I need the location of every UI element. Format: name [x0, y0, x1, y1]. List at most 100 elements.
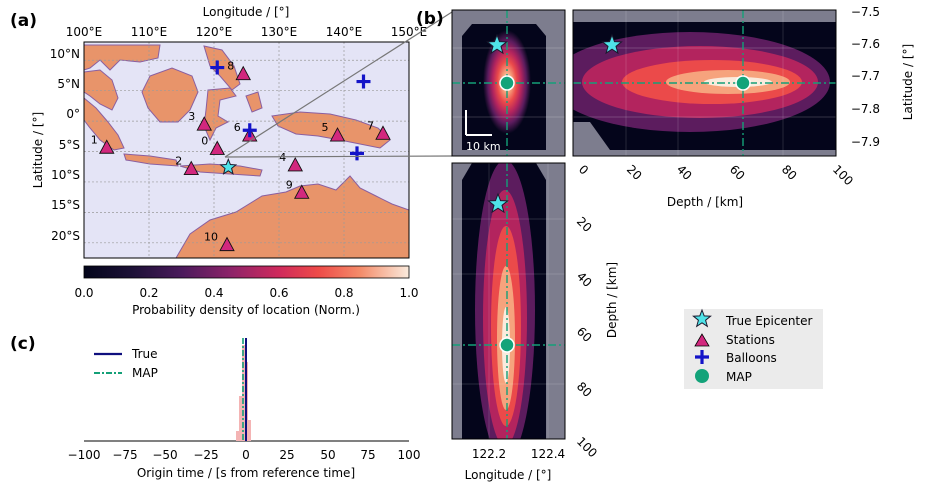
balloon-marker: [350, 146, 364, 161]
legend-map-label: MAP: [132, 366, 158, 380]
land-asia-mainland: [84, 44, 161, 71]
depth-tick: 80: [574, 379, 595, 400]
lat-tick: 10°N: [50, 47, 80, 61]
depth-tick: 20: [574, 214, 595, 235]
b-latdepth-true-marker: [601, 33, 623, 55]
lat-tick: 5°N: [57, 77, 80, 91]
station-marker: [287, 156, 304, 172]
lon-tick: 150°E: [391, 25, 428, 39]
true-epicenter-marker: [219, 157, 238, 175]
scale-bar-label: 10 km: [466, 140, 501, 153]
lat-tick: −7.5: [851, 5, 880, 19]
colorbar-tick: 0.6: [269, 286, 288, 300]
origin-tick: −25: [193, 448, 218, 462]
b-depth-ylabel: Depth / [km]: [605, 262, 619, 338]
station-label: 4: [279, 151, 286, 164]
station-label: 7: [367, 119, 374, 132]
b-depthlon-subplot: 20 40 60 80 100 Depth / [km] 122.2 122.4…: [451, 162, 619, 482]
panel-a-ylabel: Latitude / [°]: [31, 112, 45, 188]
legend-true-label: True: [131, 347, 158, 361]
station-marker: [196, 116, 213, 131]
b-latlon-map-marker: [499, 75, 515, 91]
b-lon-label: Longitude / [°]: [465, 468, 552, 482]
legend-star: [692, 308, 712, 328]
depth-tick: 60: [574, 324, 595, 345]
true-epicenter-star: [487, 192, 509, 214]
lon-tick: 130°E: [261, 25, 298, 39]
hist-bar: [248, 420, 251, 441]
lat-tick: −7.8: [851, 102, 880, 116]
lon-tick: 120°E: [196, 25, 233, 39]
depth-tick: 0: [576, 162, 591, 177]
station-marker: [235, 65, 252, 81]
lat-tick: −7.9: [851, 135, 880, 149]
station-label: 0: [201, 134, 208, 147]
origin-ticks: −100 −75 −50 −25 0 25 50 75 100: [68, 448, 421, 462]
station-label: 3: [188, 110, 195, 123]
b-lon-ticks: 122.2 122.4: [472, 447, 565, 461]
colorbar-gradient: [83, 265, 410, 279]
lat-tick: 15°S: [51, 198, 80, 212]
station-label: 9: [286, 178, 293, 191]
station-markers: 0 1 2 3 4 5 6 7 8 9 10: [91, 60, 391, 252]
b-latdepth-subplot: −7.5 −7.6 −7.7 −7.8 −7.9 Latitude / [°] …: [572, 5, 915, 209]
land-malay-peninsula: [84, 69, 119, 111]
b-latlon-true-marker: [486, 33, 508, 55]
hist-bar: [242, 345, 245, 441]
legend-true-epicenter: True Epicenter: [725, 314, 813, 328]
station-marker: [219, 236, 235, 252]
land-australia: [175, 175, 409, 258]
true-epicenter-star: [219, 157, 238, 175]
lat-tick: −7.6: [851, 37, 880, 51]
station-marker: [293, 184, 310, 199]
balloon-markers: [210, 60, 371, 161]
lon-tick-labels: 100°E 110°E 120°E 130°E 140°E 150°E: [66, 25, 428, 39]
station-marker: [209, 140, 226, 155]
panel-c-label: (c): [10, 334, 36, 354]
marker-legend: True Epicenter Stations Balloons MAP: [684, 308, 823, 389]
origin-tick: 100: [398, 448, 421, 462]
land-sumatra: [84, 97, 125, 151]
origin-xlabel: Origin time / [s from reference time]: [137, 466, 355, 480]
station-label: 1: [91, 133, 98, 146]
station-label: 5: [322, 121, 329, 134]
colorbar-tick: 0.4: [204, 286, 223, 300]
scale-bar: [465, 110, 492, 136]
lat-tick: 5°S: [59, 138, 80, 152]
panel-a-xlabel: Longitude / [°]: [203, 5, 290, 19]
hist-bar: [236, 431, 239, 441]
land-borneo: [141, 67, 199, 123]
colorbar-tick: 0.0: [74, 286, 93, 300]
origin-tick: 0: [242, 448, 250, 462]
b-depthlon-map-marker: [499, 337, 515, 353]
depth-tick: 60: [727, 162, 748, 183]
b-depth-xlabel: Depth / [km]: [667, 195, 743, 209]
colorbar-tick: 0.8: [334, 286, 353, 300]
depth-tick: 100: [574, 434, 600, 460]
legend-stations: Stations: [726, 333, 775, 347]
b-depth-y-ticks: 20 40 60 80 100: [574, 214, 600, 460]
depth-tick: 80: [779, 162, 800, 183]
zoom-line-top: [224, 11, 453, 158]
legend-map: MAP: [726, 370, 752, 384]
b-depthlon-true-marker: [487, 192, 509, 214]
b-latdepth-gray-corner: [573, 122, 610, 150]
panel-a-label: (a): [10, 11, 37, 31]
station-label: 8: [227, 60, 234, 73]
depth-tick: 40: [574, 269, 595, 290]
origin-time-plot: −100 −75 −50 −25 0 25 50 75 100 Origin t…: [68, 338, 421, 480]
colorbar-tick: 1.0: [399, 286, 418, 300]
zoom-line-bottom: [224, 155, 453, 158]
legend-balloons: Balloons: [726, 351, 777, 365]
map-frame: [83, 41, 410, 259]
b-depth-x-ticks: 0 20 40 60 80 100: [576, 162, 856, 188]
origin-tick: −50: [152, 448, 177, 462]
origin-tick: 75: [360, 448, 375, 462]
lon-tick: 140°E: [326, 25, 363, 39]
lat-tick: 10°S: [51, 168, 80, 182]
colorbar: 0.0 0.2 0.4 0.6 0.8 1.0 Probability dens…: [74, 265, 419, 317]
lon-tick: 100°E: [66, 25, 103, 39]
lat-tick-labels: 10°N 5°N 0° 5°S 10°S 15°S 20°S: [50, 47, 80, 243]
depth-tick: 20: [624, 162, 645, 183]
b-latdepth-map-marker: [735, 75, 751, 91]
